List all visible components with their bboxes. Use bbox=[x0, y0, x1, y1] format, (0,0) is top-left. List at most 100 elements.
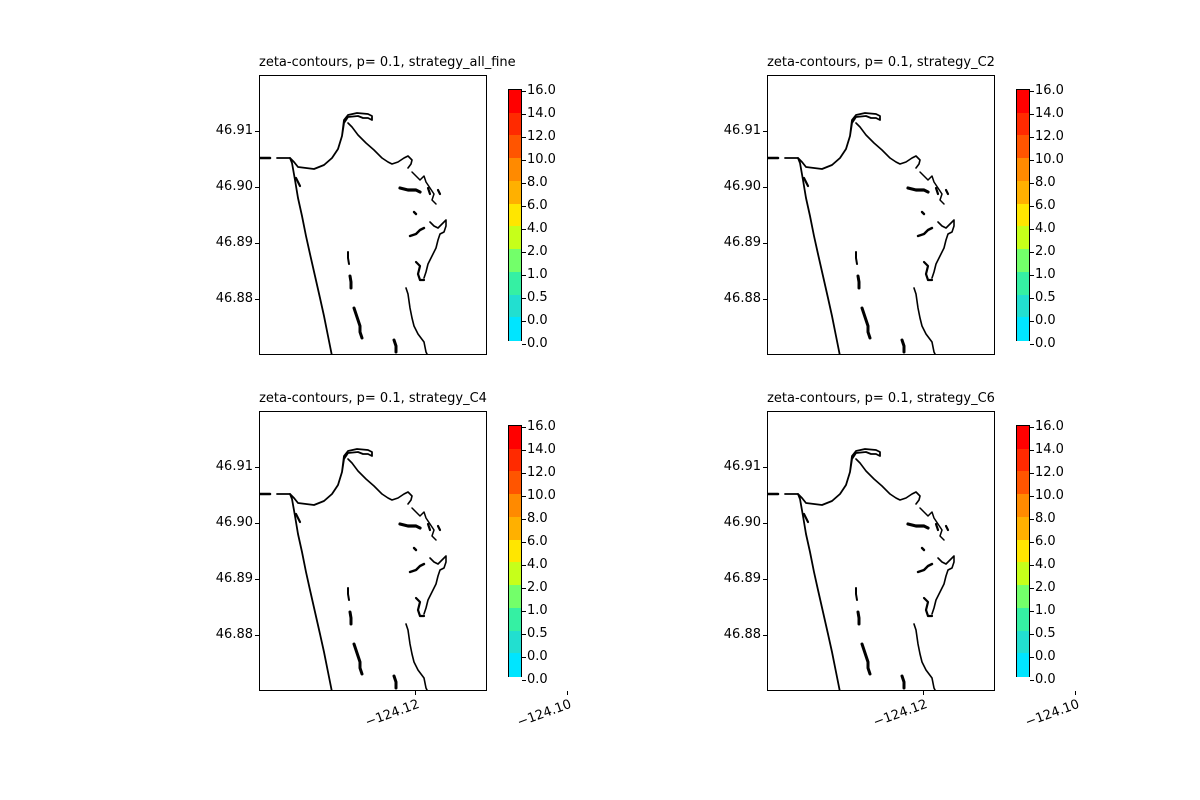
x-tick-mark bbox=[566, 691, 568, 695]
coastline-contour bbox=[860, 306, 872, 340]
y-tick-label: 46.88 bbox=[723, 291, 761, 306]
colorbar-tick-label: 1.0 bbox=[1035, 603, 1056, 618]
colorbar-segment bbox=[1017, 294, 1029, 318]
y-tick-label: 46.89 bbox=[723, 235, 761, 250]
coastline-svg bbox=[260, 448, 447, 690]
colorbar-tick-mark bbox=[522, 473, 526, 474]
coastline-contour bbox=[944, 524, 950, 532]
colorbar-tick-label: 10.0 bbox=[1035, 152, 1064, 167]
colorbar-tick-label: 6.0 bbox=[1035, 198, 1056, 213]
colorbar-segment bbox=[1017, 471, 1029, 495]
colorbar-tick-mark bbox=[522, 137, 526, 138]
coastline-contour bbox=[916, 226, 934, 238]
colorbar-tick-label: 2.0 bbox=[1035, 244, 1056, 259]
coastline-contour bbox=[802, 512, 810, 524]
coastline-contour bbox=[797, 157, 841, 354]
x-tick-label: −124.12 bbox=[363, 697, 422, 731]
colorbar-segment bbox=[509, 494, 521, 518]
colorbar-segment bbox=[1017, 226, 1029, 250]
colorbar-segment bbox=[509, 448, 521, 472]
coastline-contour bbox=[934, 186, 940, 196]
coastline-contour bbox=[913, 287, 936, 354]
colorbar-tick-mark bbox=[522, 519, 526, 520]
coastline-contour bbox=[347, 122, 413, 169]
colorbar-tick-mark bbox=[522, 321, 526, 322]
colorbar-tick-label: 10.0 bbox=[527, 152, 556, 167]
coastline-contour bbox=[289, 493, 333, 690]
coastline-contour bbox=[919, 171, 945, 205]
subplot-title: zeta-contours, p= 0.1, strategy_all_fine bbox=[259, 55, 516, 70]
colorbar-tick-label: 0.0 bbox=[527, 313, 548, 328]
y-tick-label: 46.88 bbox=[723, 627, 761, 642]
y-tick-label: 46.90 bbox=[215, 179, 253, 194]
colorbar-tick-mark bbox=[1030, 344, 1034, 345]
colorbar-tick-mark bbox=[522, 206, 526, 207]
colorbar-tick-label: 16.0 bbox=[527, 83, 556, 98]
colorbar-tick-mark bbox=[522, 450, 526, 451]
colorbar-tick-mark bbox=[1030, 427, 1034, 428]
colorbar-segment bbox=[509, 180, 521, 205]
colorbar-tick-mark bbox=[1030, 160, 1034, 161]
colorbar-tick-label: 16.0 bbox=[527, 419, 556, 434]
colorbar-tick-label: 4.0 bbox=[1035, 221, 1056, 236]
colorbar-tick-mark bbox=[522, 298, 526, 299]
colorbar-tick-mark bbox=[522, 634, 526, 635]
colorbar-tick-mark bbox=[1030, 229, 1034, 230]
subplot-panel: zeta-contours, p= 0.1, strategy_C6 46.91 4… bbox=[724, 391, 1087, 730]
colorbar-tick-label: 4.0 bbox=[1035, 557, 1056, 572]
coastline-contour bbox=[352, 306, 364, 340]
map-axes bbox=[259, 411, 487, 691]
coastline-contour bbox=[922, 260, 934, 282]
colorbar-segment bbox=[1017, 585, 1029, 609]
colorbar-segment bbox=[1017, 516, 1029, 541]
colorbar-tick-mark bbox=[522, 229, 526, 230]
coastline-contour bbox=[423, 219, 447, 279]
colorbar-tick-label: 4.0 bbox=[527, 221, 548, 236]
colorbar bbox=[1016, 89, 1030, 341]
colorbar-segment bbox=[1017, 653, 1029, 677]
coastline-contour bbox=[411, 171, 437, 205]
coastline-contour bbox=[802, 176, 810, 188]
colorbar-segment bbox=[1017, 630, 1029, 654]
colorbar bbox=[508, 425, 522, 677]
coastline-contour bbox=[414, 596, 426, 618]
y-tick-mark bbox=[763, 299, 767, 300]
y-tick-label: 46.91 bbox=[215, 459, 253, 474]
x-tick-label: −124.10 bbox=[515, 697, 574, 731]
colorbar-tick-label: 0.0 bbox=[527, 336, 548, 351]
map-axes bbox=[259, 75, 487, 355]
coastline-contour bbox=[900, 674, 906, 690]
colorbar-segment bbox=[1017, 249, 1029, 273]
colorbar-tick-label: 4.0 bbox=[527, 557, 548, 572]
colorbar-segment bbox=[509, 271, 521, 296]
coastline-contour bbox=[920, 210, 926, 216]
colorbar-tick-mark bbox=[522, 611, 526, 612]
coastline-contour bbox=[347, 587, 350, 601]
colorbar-tick-mark bbox=[522, 657, 526, 658]
colorbar-segment bbox=[509, 426, 521, 450]
colorbar-tick-label: 10.0 bbox=[527, 488, 556, 503]
coastline-contour bbox=[906, 186, 930, 194]
colorbar-tick-label: 14.0 bbox=[527, 442, 556, 457]
colorbar-tick-label: 8.0 bbox=[527, 511, 548, 526]
y-tick-mark bbox=[763, 523, 767, 524]
colorbar-tick-label: 1.0 bbox=[527, 603, 548, 618]
y-tick-label: 46.90 bbox=[723, 179, 761, 194]
colorbar-tick-label: 8.0 bbox=[1035, 511, 1056, 526]
coastline-contour bbox=[352, 642, 364, 676]
colorbar-segment bbox=[1017, 271, 1029, 296]
colorbar-segment bbox=[1017, 135, 1029, 159]
colorbar-segment bbox=[1017, 494, 1029, 518]
y-tick-label: 46.91 bbox=[723, 459, 761, 474]
colorbar-tick-mark bbox=[1030, 114, 1034, 115]
y-tick-label: 46.89 bbox=[215, 235, 253, 250]
colorbar-segment bbox=[509, 249, 521, 273]
y-tick-label: 46.89 bbox=[215, 571, 253, 586]
y-tick-mark bbox=[763, 187, 767, 188]
colorbar-tick-mark bbox=[1030, 611, 1034, 612]
y-tick-label: 46.90 bbox=[215, 515, 253, 530]
colorbar-segment bbox=[1017, 426, 1029, 450]
coastline-contour bbox=[919, 507, 945, 541]
colorbar-tick-label: 0.0 bbox=[1035, 313, 1056, 328]
y-tick-mark bbox=[255, 635, 259, 636]
